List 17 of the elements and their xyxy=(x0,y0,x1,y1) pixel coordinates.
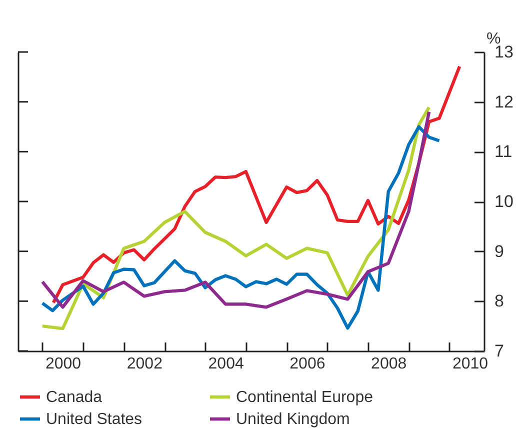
x-tick-label: 2010 xyxy=(452,356,488,372)
x-tick-label: 2000 xyxy=(45,356,82,372)
y-tick-label: 10 xyxy=(494,192,514,211)
y-tick-label: 8 xyxy=(494,292,504,311)
y-tick-label: 13 xyxy=(494,42,514,62)
y-tick-label: 11 xyxy=(494,142,512,162)
legend-label: Canada xyxy=(46,389,102,406)
x-tick-label: 2004 xyxy=(208,356,244,372)
legend-label: United Kingdom xyxy=(236,411,350,428)
y-tick-label: 9 xyxy=(494,242,504,261)
y-tick-label: 7 xyxy=(494,342,504,360)
y-tick-label: 12 xyxy=(494,92,514,112)
legend-label: United States xyxy=(46,411,142,428)
x-tick-label: 2002 xyxy=(126,356,163,372)
legend-label: Continental Europe xyxy=(236,389,374,406)
x-tick-label: 2006 xyxy=(290,356,326,372)
x-tick-label: 2008 xyxy=(371,356,407,372)
